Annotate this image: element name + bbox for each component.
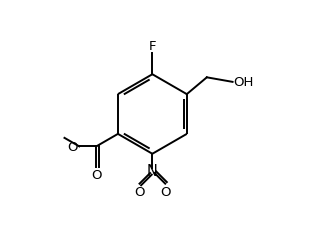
Text: N: N <box>147 164 158 179</box>
Text: O: O <box>91 168 102 181</box>
Text: OH: OH <box>233 76 254 89</box>
Text: O: O <box>134 185 145 198</box>
Text: F: F <box>149 40 156 53</box>
Text: O: O <box>68 140 78 153</box>
Text: O: O <box>160 185 170 198</box>
